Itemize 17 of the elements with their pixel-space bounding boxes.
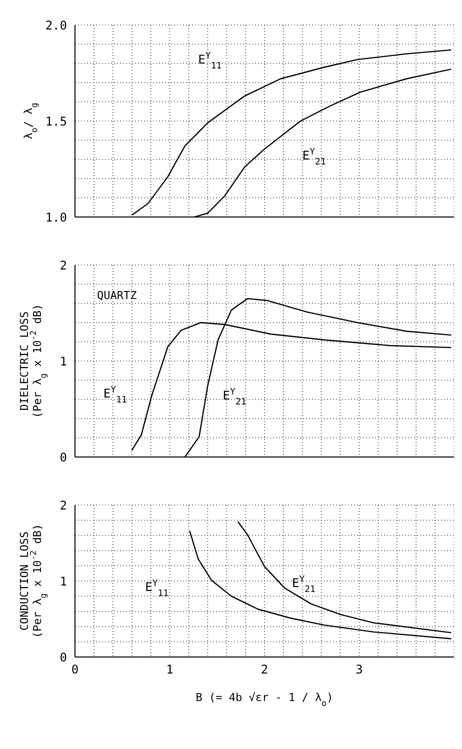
y-tick-label: 0 (60, 450, 67, 464)
y-tick-label: 2.0 (45, 18, 67, 32)
y-tick-label: 1.5 (45, 114, 67, 128)
y-tick-label: 2 (60, 498, 67, 512)
annotation: QUARTZ (97, 289, 138, 302)
y-tick-label: 2 (60, 258, 67, 272)
y-tick-label: 1 (60, 574, 67, 588)
y-tick-label: 1 (60, 354, 67, 368)
x-axis-title: B (= 4b √εr - 1 / λ$_{o}$) (196, 691, 334, 708)
line-series (189, 530, 452, 640)
x-tick-label: 2 (260, 662, 268, 677)
x-tick-label: 1 (166, 662, 174, 677)
y-tick-label: 0 (60, 650, 67, 664)
x-tick-label: 0 (71, 662, 79, 677)
line-series (237, 521, 452, 634)
y-tick-label: 1.0 (45, 210, 67, 224)
x-tick-label: 3 (356, 662, 363, 677)
